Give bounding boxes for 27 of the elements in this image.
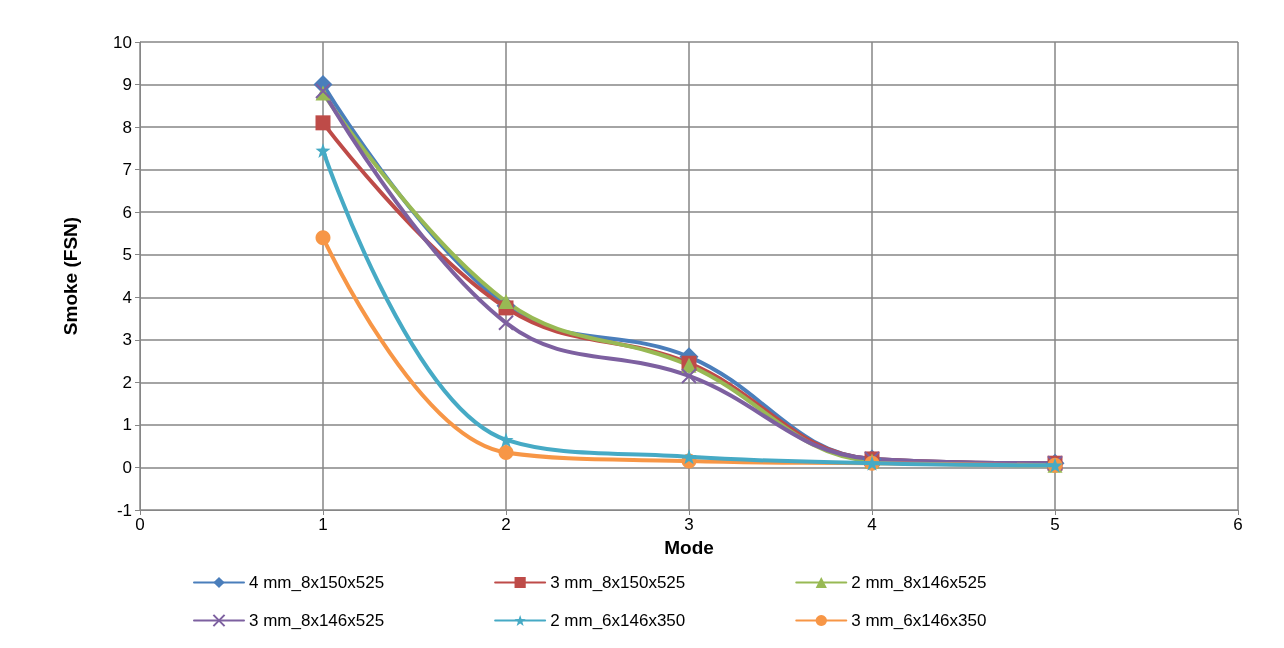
y-tick-label: 8 — [122, 117, 132, 137]
y-tick-label: 0 — [122, 457, 132, 477]
x-tick-label: 3 — [684, 515, 694, 534]
legend-label: 2 mm_8x146x525 — [851, 573, 987, 592]
y-tick-label: 4 — [122, 287, 132, 307]
y-tick-label: 5 — [122, 245, 132, 265]
x-tick-label: 2 — [501, 515, 511, 534]
y-tick-label: 6 — [122, 202, 132, 222]
y-tick-label: 9 — [122, 75, 132, 95]
y-tick-label: -1 — [116, 500, 132, 520]
x-tick-label: 0 — [135, 515, 145, 534]
x-tick-label: 5 — [1050, 515, 1060, 534]
x-tick-label: 4 — [867, 515, 877, 534]
y-tick-label: 7 — [122, 160, 132, 180]
legend-label: 3 mm_8x146x525 — [249, 611, 385, 630]
x-tick-label: 1 — [318, 515, 328, 534]
legend-label: 4 mm_8x150x525 — [249, 573, 385, 592]
legend-label: 3 mm_6x146x350 — [851, 611, 987, 630]
y-tick-label: 2 — [122, 372, 132, 392]
y-tick-label: 10 — [113, 32, 132, 52]
y-tick-label: 3 — [122, 330, 132, 350]
y-axis-title: Smoke (FSN) — [60, 216, 81, 336]
legend-label: 2 mm_6x146x350 — [550, 611, 686, 630]
y-tick-label: 1 — [122, 415, 132, 435]
x-axis-title: Mode — [664, 536, 714, 558]
x-tick-label: 6 — [1233, 515, 1243, 534]
legend-label: 3 mm_8x150x525 — [550, 573, 686, 592]
